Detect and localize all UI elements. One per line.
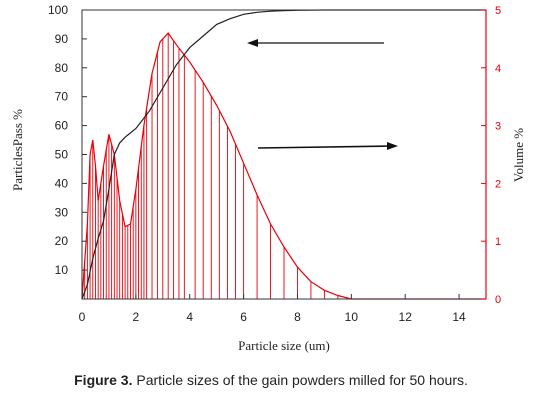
y-tick-label-left: 80	[55, 61, 69, 75]
y-tick-label-left: 60	[55, 119, 69, 133]
y-tick-label-left: 40	[55, 176, 69, 190]
annotation-arrows	[247, 39, 398, 150]
right-pointing-arrow	[257, 145, 393, 149]
caption-text: Particle sizes of the gain powders mille…	[136, 372, 468, 388]
y-tick-label-right: 4	[495, 63, 501, 75]
x-tick-label: 10	[345, 310, 359, 324]
y-tick-label-right: 1	[495, 236, 501, 248]
y-tick-label-left: 90	[55, 32, 69, 46]
y-tick-label-left: 70	[55, 90, 69, 104]
y-tick-label-left: 30	[55, 205, 69, 219]
y-axis-label-right: Volume %	[511, 128, 526, 182]
x-tick-label: 14	[452, 310, 466, 324]
x-tick-label: 4	[186, 310, 193, 324]
y-tick-label-left: 100	[48, 3, 68, 17]
y-tick-label-left: 50	[55, 148, 69, 162]
x-tick-label: 12	[399, 310, 413, 324]
x-tick-label: 8	[294, 310, 301, 324]
x-tick-label: 6	[240, 310, 247, 324]
y-tick-label-right: 3	[495, 121, 501, 133]
x-axis-label: Particle size (um)	[238, 338, 330, 353]
y-tick-label-left: 10	[55, 263, 69, 277]
x-tick-label: 0	[79, 310, 86, 324]
y-tick-label-right: 0	[495, 294, 501, 306]
caption-label: Figure 3.	[74, 372, 133, 388]
left-arrow-head	[247, 39, 258, 47]
figure-caption: Figure 3. Particle sizes of the gain pow…	[0, 372, 542, 388]
y-tick-label-left: 20	[55, 234, 69, 248]
x-tick-label: 2	[133, 310, 140, 324]
volume-bar-group	[84, 33, 339, 299]
volume-percent-curve	[81, 32, 486, 300]
y-axis-label-left: ParticlesPass %	[10, 109, 25, 191]
right-arrow-head	[387, 142, 398, 150]
y-tick-label-right: 5	[495, 5, 501, 17]
y-tick-label-right: 2	[495, 178, 501, 190]
